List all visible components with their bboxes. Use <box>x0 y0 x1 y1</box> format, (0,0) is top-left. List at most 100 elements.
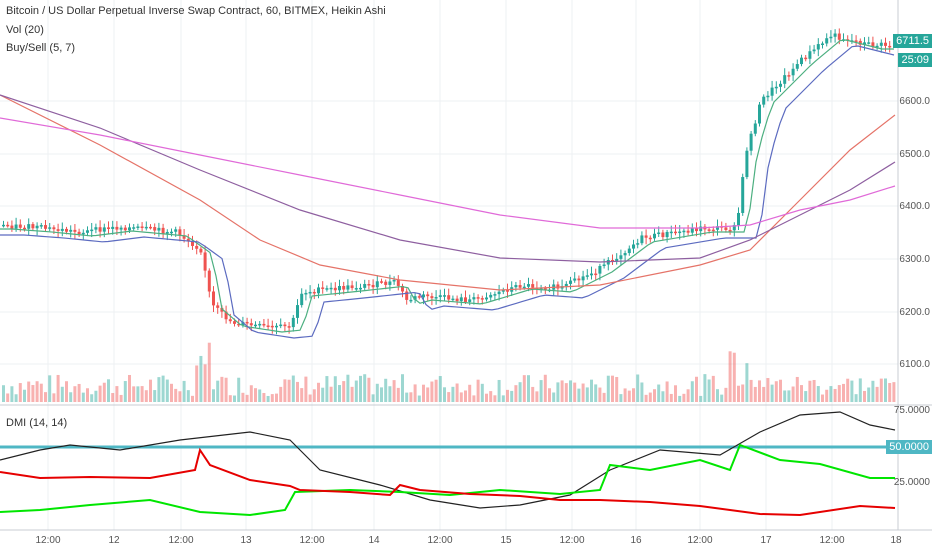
candle-body <box>858 40 862 45</box>
candle-body <box>724 227 728 230</box>
volume-bar <box>770 384 774 402</box>
volume-bar <box>73 386 77 402</box>
volume-bar <box>438 376 442 402</box>
volume-bar <box>367 377 371 402</box>
volume-bar <box>724 387 728 402</box>
candle-body <box>94 227 98 230</box>
candle-body <box>648 237 652 240</box>
candle-body <box>640 235 644 244</box>
candle-body <box>522 286 526 289</box>
volume-bar <box>300 388 304 402</box>
candle-body <box>35 225 39 229</box>
volume-bar <box>707 379 711 402</box>
candle-body <box>115 226 119 230</box>
volume-bar <box>472 395 476 402</box>
volume-bar <box>287 379 291 402</box>
volume-bar <box>497 379 501 402</box>
candle-body <box>228 319 232 322</box>
volume-bar <box>758 380 761 402</box>
volume-bar <box>245 394 249 402</box>
candle-body <box>304 292 308 295</box>
time-tick: 18 <box>890 535 902 546</box>
candle-body <box>812 49 816 52</box>
candle-body <box>795 64 799 69</box>
volume-bar <box>476 379 480 402</box>
volume-bar <box>81 392 85 402</box>
candle-body <box>220 307 224 312</box>
volume-bar <box>434 379 438 402</box>
volume-bar <box>308 394 312 402</box>
volume-bar <box>762 386 766 402</box>
volume-bar <box>464 390 467 402</box>
volume-bar <box>203 364 207 402</box>
volume-bar <box>678 395 682 402</box>
volume-bar <box>283 379 287 402</box>
volume-bar <box>65 381 68 402</box>
candle-body <box>787 75 791 77</box>
volume-bar <box>674 385 677 402</box>
volume-bar <box>556 382 560 402</box>
ema-mid-line <box>0 45 895 339</box>
ema-fast-line <box>0 39 894 333</box>
time-tick: 13 <box>240 535 252 546</box>
volume-bar <box>94 390 98 402</box>
volume-bar <box>648 392 652 402</box>
candle-body <box>884 42 887 46</box>
volume-bar <box>90 394 94 402</box>
volume-bar <box>573 382 577 402</box>
volume-bar <box>207 342 211 402</box>
volume-bar <box>795 376 799 402</box>
candle-body <box>401 285 404 292</box>
volume-bar <box>430 381 434 402</box>
volume-bar <box>23 389 26 402</box>
volume-bar <box>212 389 215 402</box>
price-tick: 6600.0 <box>899 96 930 107</box>
candle-body <box>459 297 463 302</box>
volume-bar <box>527 375 530 402</box>
volume-bar <box>401 374 404 402</box>
volume-bar <box>531 386 535 402</box>
volume-bar <box>199 355 203 402</box>
volume-bar <box>165 379 169 402</box>
volume-bar <box>153 390 157 402</box>
candle-body <box>468 299 472 302</box>
candle-body <box>363 283 367 288</box>
candle-body <box>325 288 329 290</box>
candle-body <box>686 230 690 233</box>
volume-bar <box>485 393 488 402</box>
candle-body <box>300 293 304 306</box>
candle-body <box>31 224 35 229</box>
volume-bar <box>535 391 539 402</box>
candle-body <box>123 227 127 231</box>
volume-bar <box>119 394 123 402</box>
volume-bar <box>354 380 358 402</box>
volume-bar <box>237 377 241 402</box>
volume-bar <box>585 387 589 402</box>
volume-bar <box>577 388 581 402</box>
volume-indicator-label[interactable]: Vol (20) <box>6 24 44 36</box>
dmi-indicator-label[interactable]: DMI (14, 14) <box>6 417 68 429</box>
volume-bar <box>304 376 308 402</box>
candle-body <box>833 33 837 37</box>
candle-body <box>737 212 740 226</box>
candle-body <box>564 283 568 287</box>
volume-bar <box>716 389 719 402</box>
candle-body <box>426 294 430 297</box>
buysell-indicator-label[interactable]: Buy/Sell (5, 7) <box>6 42 76 54</box>
candle-body <box>56 229 60 231</box>
candle-body <box>770 87 774 96</box>
time-tick: 15 <box>500 535 512 546</box>
candle-body <box>665 231 669 238</box>
volume-bar <box>325 376 329 402</box>
candle-body <box>539 288 543 290</box>
candle-body <box>333 287 337 291</box>
volume-bar <box>275 393 278 402</box>
candle-body <box>422 294 425 298</box>
volume-bar <box>774 381 778 402</box>
candle-body <box>695 227 698 232</box>
volume-bar <box>132 386 136 402</box>
candle-body <box>6 224 10 227</box>
volume-bar <box>346 374 350 402</box>
